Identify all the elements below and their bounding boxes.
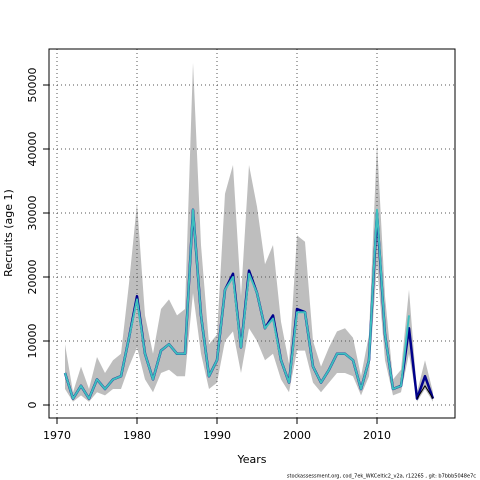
y-tick-label: 20000: [26, 260, 39, 295]
plot-frame: [48, 48, 456, 419]
x-tick-label: 1990: [203, 429, 231, 442]
footer: stockassessment.org, cod_7ek_WKCeltic2_v…: [287, 474, 476, 480]
confidence-band: [65, 62, 433, 402]
y-tick-label: 50000: [26, 68, 39, 103]
x-axis-label: Years: [236, 453, 266, 466]
series-line: [416, 385, 434, 399]
y-tick-label: 10000: [26, 324, 39, 359]
series-line: [64, 208, 410, 400]
x-tick-label: 1970: [43, 429, 71, 442]
y-axis-label: Recruits (age 1): [2, 189, 15, 277]
y-tick-label: 40000: [26, 132, 39, 167]
x-tick-label: 2010: [363, 429, 391, 442]
x-tick-label: 1980: [123, 429, 151, 442]
y-tick-label: 30000: [26, 196, 39, 231]
y-tick-label: 0: [26, 402, 39, 409]
x-tick-label: 2000: [283, 429, 311, 442]
